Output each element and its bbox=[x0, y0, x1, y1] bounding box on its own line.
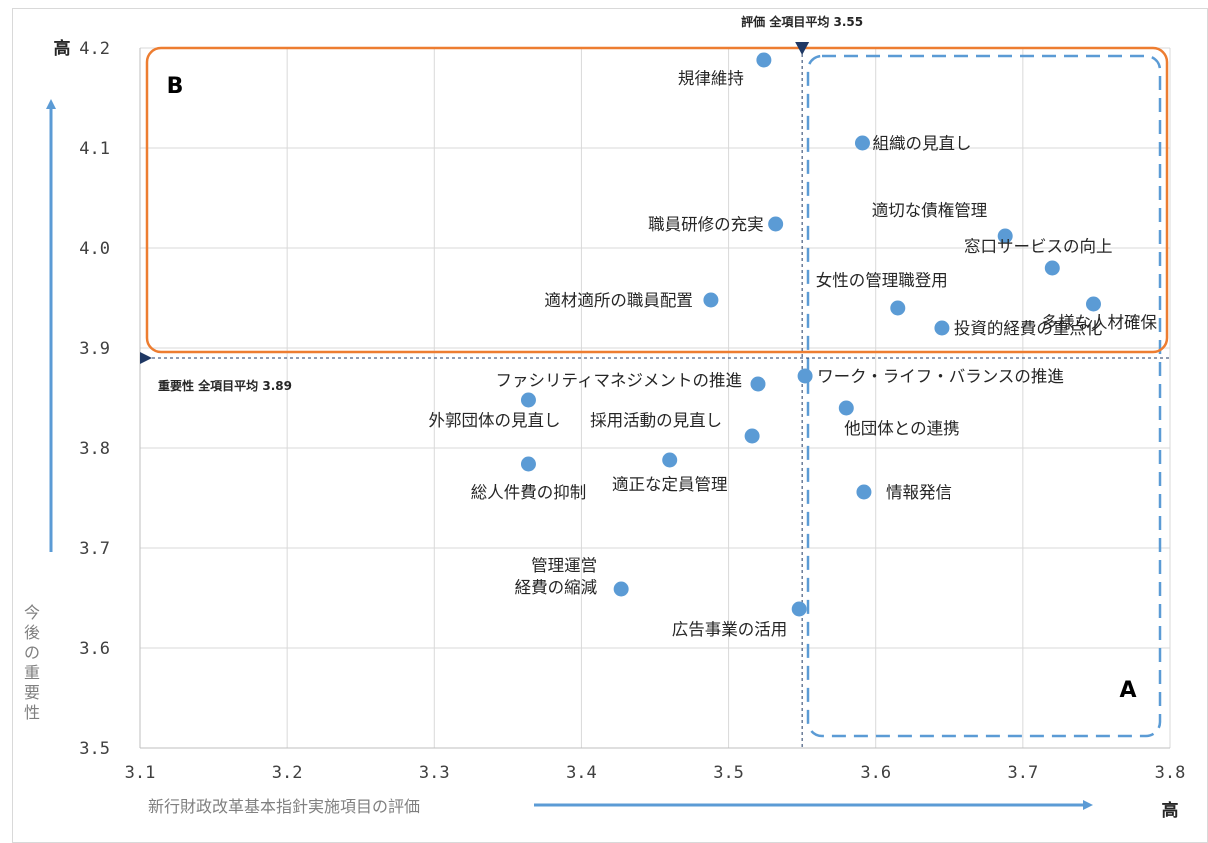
data-point bbox=[856, 484, 872, 500]
y-tick-label: 3.9 bbox=[79, 339, 110, 359]
x-axis-title: 新行財政改革基本指針実施項目の評価 bbox=[148, 797, 420, 816]
point-label: 広告事業の活用 bbox=[672, 620, 788, 639]
point-label: 管理運営経費の縮減 bbox=[515, 556, 598, 597]
data-point bbox=[1085, 296, 1101, 312]
y-tick-label: 4.1 bbox=[79, 139, 110, 159]
x-tick-label: 3.4 bbox=[566, 763, 597, 783]
point-label: 職員研修の充実 bbox=[648, 215, 764, 234]
region-a-label: A bbox=[1119, 678, 1136, 703]
data-point bbox=[662, 452, 678, 468]
data-point bbox=[750, 376, 766, 392]
data-point bbox=[1044, 260, 1060, 276]
x-tick-label: 3.5 bbox=[713, 763, 744, 783]
point-label: 規律維持 bbox=[678, 69, 744, 88]
y-tick-label: 4.0 bbox=[79, 239, 110, 259]
data-point bbox=[613, 581, 629, 597]
data-point bbox=[797, 368, 813, 384]
x-tick-label: 3.8 bbox=[1155, 763, 1186, 783]
y-tick-label: 3.6 bbox=[79, 639, 110, 659]
x-tick-label: 3.3 bbox=[419, 763, 450, 783]
point-label: 組織の見直し bbox=[872, 134, 971, 153]
x-average-label: 評価 全項目平均 3.55 bbox=[741, 14, 863, 29]
point-label: 適材適所の職員配置 bbox=[544, 291, 693, 310]
y-average-marker bbox=[140, 352, 152, 364]
region-b-label: B bbox=[167, 74, 184, 99]
point-label: 投資的経費の重点化 bbox=[954, 319, 1103, 338]
data-point bbox=[520, 456, 536, 472]
data-point bbox=[934, 320, 950, 336]
region-a-box bbox=[806, 54, 1162, 738]
point-label: 外郭団体の見直し bbox=[428, 411, 560, 430]
data-point bbox=[744, 428, 760, 444]
y-axis-title: 今後の重要性 bbox=[24, 603, 40, 722]
point-label: 適正な定員管理 bbox=[612, 475, 728, 494]
point-label: 適切な債権管理 bbox=[872, 201, 988, 220]
data-point bbox=[791, 601, 807, 617]
data-point bbox=[997, 228, 1013, 244]
x-average-marker bbox=[795, 42, 810, 55]
point-label: ワーク・ライフ・バランスの推進 bbox=[817, 367, 1064, 386]
data-point bbox=[838, 400, 854, 416]
point-label: 情報発信 bbox=[886, 483, 952, 502]
point-label: 窓口サービスの向上 bbox=[964, 237, 1113, 256]
x-tick-label: 3.2 bbox=[272, 763, 303, 783]
y-tick-label: 3.5 bbox=[79, 739, 110, 759]
x-tick-label: 3.6 bbox=[860, 763, 891, 783]
y-average-label: 重要性 全項目平均 3.89 bbox=[158, 378, 292, 393]
y-high-label: 高 bbox=[54, 38, 71, 59]
point-label: ファシリティマネジメントの推進 bbox=[495, 371, 742, 390]
y-tick-label: 3.8 bbox=[79, 439, 110, 459]
point-label: 採用活動の見直し bbox=[590, 411, 722, 430]
point-label: 総人件費の抑制 bbox=[471, 483, 587, 502]
data-point bbox=[756, 52, 772, 68]
point-label: 女性の管理職登用 bbox=[816, 271, 948, 290]
data-point bbox=[854, 135, 870, 151]
data-point bbox=[703, 292, 719, 308]
x-tick-label: 3.1 bbox=[125, 763, 156, 783]
data-point bbox=[890, 300, 906, 316]
data-point bbox=[520, 392, 536, 408]
x-tick-label: 3.7 bbox=[1007, 763, 1038, 783]
y-tick-label: 3.7 bbox=[79, 539, 110, 559]
point-label: 多様な人材確保 bbox=[1041, 313, 1157, 332]
data-point bbox=[768, 216, 784, 232]
x-high-label: 高 bbox=[1162, 800, 1179, 821]
point-label: 他団体との連携 bbox=[844, 419, 959, 438]
y-tick-label: 4.2 bbox=[79, 39, 110, 59]
region-b-box bbox=[145, 46, 1169, 354]
